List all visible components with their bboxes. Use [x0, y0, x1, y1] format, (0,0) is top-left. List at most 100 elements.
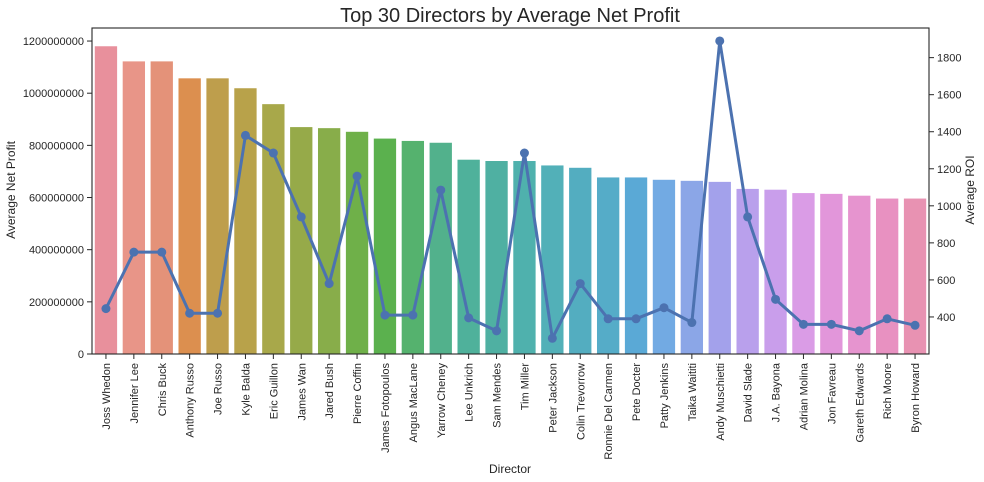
roi-point — [575, 279, 585, 289]
roi-point — [826, 319, 836, 329]
roi-point — [910, 320, 920, 330]
roi-point — [771, 294, 781, 304]
x-tick-label: Pierre Coffin — [352, 363, 364, 424]
roi-point — [519, 148, 529, 158]
bar — [764, 189, 787, 354]
roi-point — [101, 304, 111, 314]
bar — [652, 179, 676, 354]
bar — [848, 195, 871, 354]
x-axis-label: Director — [489, 462, 531, 476]
roi-point — [408, 310, 418, 320]
x-tick-label: Angus MacLane — [408, 363, 420, 443]
plot-area: 0 200000000 400000000 600000000 800000000 100… — [23, 27, 961, 460]
x-tick-label: Colin Trevorrow — [575, 363, 587, 440]
bar — [457, 159, 480, 354]
x-tick-label: Gareth Edwards — [854, 363, 866, 443]
x-tick-label: Taika Waititi — [687, 363, 699, 421]
bar — [596, 177, 620, 354]
y2-tick-label: 400 — [937, 312, 955, 324]
roi-point — [492, 326, 502, 336]
y2-tick-label: 800 — [937, 238, 955, 250]
roi-point — [157, 247, 167, 257]
x-tick-label: James Wan — [296, 363, 308, 421]
bar — [792, 193, 815, 354]
x-tick-label: Yarrow Cheney — [436, 363, 448, 438]
roi-point — [882, 314, 892, 324]
x-tick-label: Peter Jackson — [547, 363, 559, 433]
bar — [485, 161, 508, 354]
roi-point — [268, 148, 278, 158]
x-tick-label: Jennifer Lee — [129, 363, 141, 424]
bar — [624, 177, 648, 354]
y-tick-label: 200000000 — [29, 297, 84, 309]
roi-point — [185, 308, 195, 318]
roi-point — [715, 36, 725, 46]
x-tick-label: Anthony Russo — [185, 363, 197, 438]
x-tick-label: Pete Docter — [631, 363, 643, 421]
y-tick-label: 800000000 — [29, 140, 84, 152]
roi-point — [687, 318, 697, 328]
bar — [373, 138, 397, 354]
x-tick-label: David Slade — [743, 363, 755, 422]
x-tick-label: Chris Buck — [157, 363, 169, 417]
y-tick-label: 0 — [78, 349, 84, 361]
x-tick-label: Jon Favreau — [826, 363, 838, 424]
y2-tick-label: 1400 — [937, 127, 961, 139]
x-tick-label: Adrian Molina — [798, 362, 810, 430]
bar — [94, 46, 118, 354]
bar — [150, 61, 173, 354]
bar — [429, 142, 452, 354]
roi-point — [129, 247, 139, 257]
y2-tick-label: 1200 — [937, 164, 961, 176]
bar — [401, 140, 425, 354]
x-tick-label: Byron Howard — [910, 363, 922, 433]
roi-point — [324, 279, 334, 289]
bar — [513, 161, 536, 354]
bar — [178, 78, 201, 354]
y2-axis-label: Average ROI — [963, 155, 977, 224]
roi-point — [213, 308, 223, 318]
bar — [122, 61, 146, 354]
roi-point — [380, 310, 390, 320]
x-tick-label: J.A. Bayona — [771, 362, 783, 422]
x-tick-label: Andy Muschietti — [715, 363, 727, 441]
y-tick-label: 1200000000 — [23, 36, 84, 48]
bar — [317, 128, 341, 354]
y2-tick-label: 600 — [937, 275, 955, 287]
x-tick-label: Joe Russo — [213, 363, 225, 415]
roi-point — [854, 326, 864, 336]
x-tick-label: Ronnie Del Carmen — [603, 363, 615, 460]
x-tick-label: Kyle Balda — [240, 362, 252, 415]
bar — [569, 167, 592, 354]
bar — [345, 131, 369, 354]
plot-frame — [91, 27, 930, 355]
bar — [290, 127, 313, 354]
bar — [234, 88, 257, 355]
roi-point — [296, 212, 306, 222]
roi-line — [104, 39, 916, 340]
x-tick-label: Lee Unkrich — [464, 363, 476, 422]
roi-point — [659, 303, 669, 313]
x-tick-label: Patty Jenkins — [659, 363, 671, 429]
y2-tick-label: 1800 — [937, 53, 961, 65]
roi-point — [352, 171, 362, 181]
bar — [820, 193, 843, 354]
bar — [262, 104, 285, 355]
y2-tick-label: 1600 — [937, 90, 961, 102]
y-axis-label: Average Net Profit — [4, 140, 18, 238]
y-tick-label: 400000000 — [29, 245, 84, 257]
x-tick-label: Joss Whedon — [101, 363, 113, 430]
y-tick-label: 600000000 — [29, 193, 84, 205]
roi-point — [603, 314, 613, 324]
y-tick-label: 1000000000 — [23, 88, 84, 100]
bar — [680, 180, 704, 354]
roi-point — [240, 130, 250, 140]
bar — [875, 198, 899, 354]
x-tick-label: James Fotopoulos — [380, 363, 392, 453]
roi-point — [547, 333, 557, 343]
roi-point — [743, 212, 753, 222]
y2-tick-label: 1000 — [937, 201, 961, 213]
roi-point — [464, 313, 474, 323]
chart-title: Top 30 Directors by Average Net Profit — [340, 5, 680, 27]
